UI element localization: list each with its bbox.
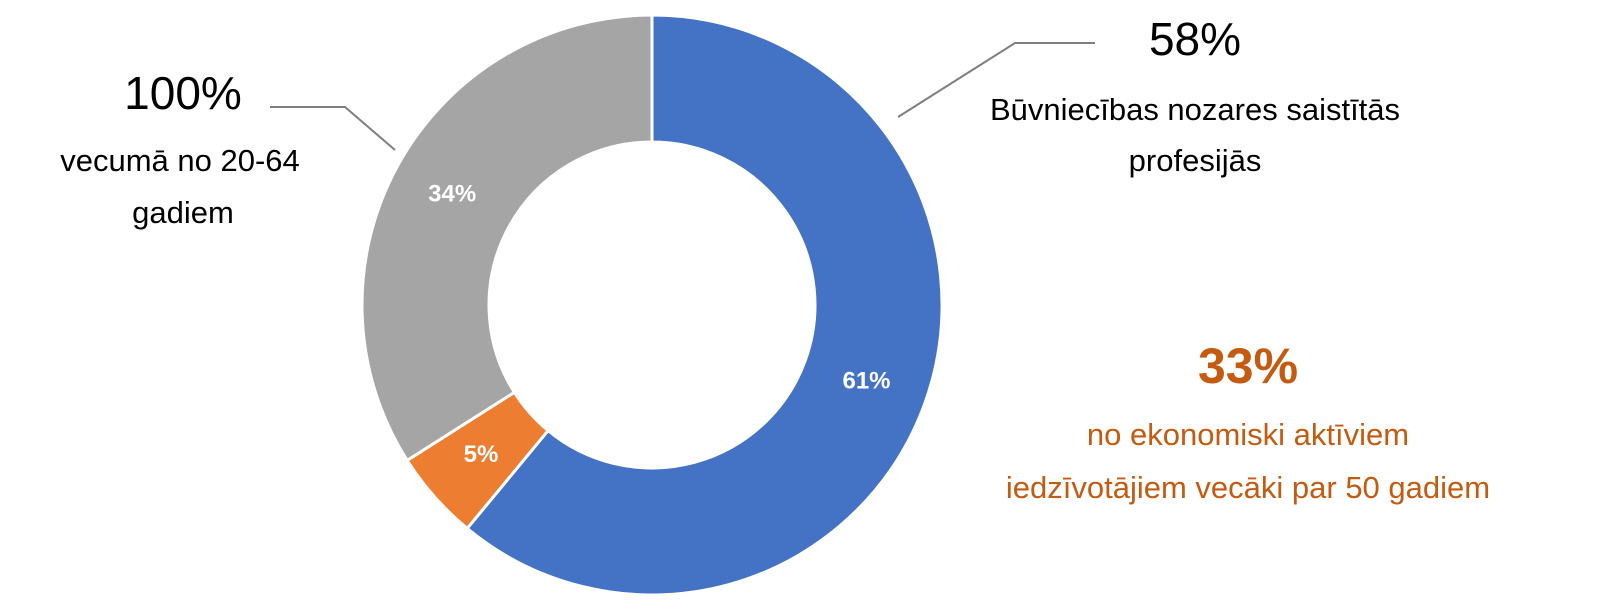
leader-line <box>270 106 396 151</box>
annotation-text: Būvniecības nozares saistītās <box>990 92 1400 127</box>
annotation-text: no ekonomiski aktīviem <box>1087 417 1409 452</box>
donut <box>360 13 944 597</box>
annotation-headline: 100% <box>124 67 242 119</box>
slice <box>360 13 654 463</box>
slice <box>465 13 944 597</box>
leader-line <box>897 42 1095 118</box>
data-label: 34% <box>428 181 476 208</box>
annotation-text: iedzīvotājiem vecāki par 50 gadiem <box>1006 470 1490 505</box>
annotation-headline: 58% <box>1149 13 1241 65</box>
annotation-text: gadiem <box>132 195 234 230</box>
annotation-text: profesijās <box>1129 143 1262 178</box>
data-label: 61% <box>842 368 890 395</box>
annotation-headline: 33% <box>1198 338 1298 394</box>
annotation-text: vecumā no 20-64 <box>60 143 300 178</box>
data-label: 5% <box>464 441 499 468</box>
